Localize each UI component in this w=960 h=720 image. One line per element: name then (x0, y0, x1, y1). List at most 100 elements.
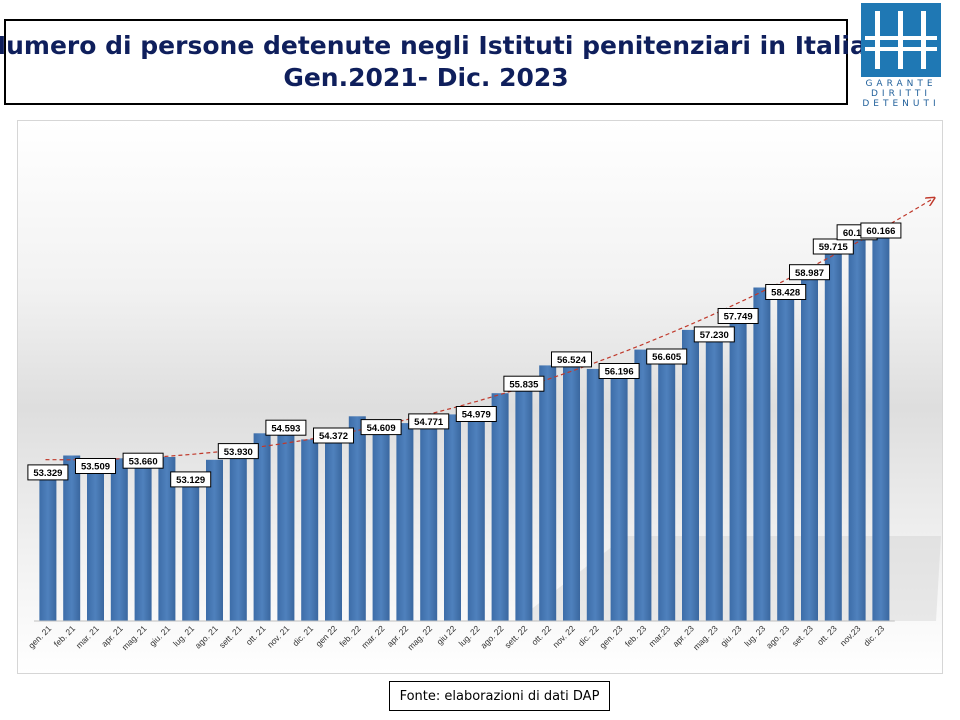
chart-subtitle: Gen.2021- Dic. 2023 (283, 63, 569, 92)
x-tick-label: ott. 23 (815, 623, 839, 647)
bar (420, 416, 438, 621)
x-tick-label: giu. 23 (718, 623, 743, 648)
data-label: 53.930 (217, 443, 259, 460)
x-tick-label: nov. 21 (265, 623, 292, 650)
bar (634, 349, 652, 621)
bar (801, 267, 818, 621)
x-tick-label: ott. 22 (529, 623, 553, 647)
x-tick-label: sett. 22 (503, 623, 530, 650)
bar (182, 474, 200, 621)
chart-area: 53.329 53.509 53.660 53.129 53.930 54.593 54.3… (17, 120, 943, 674)
bar (467, 409, 485, 621)
logo-text-line2: DIRITTI (871, 89, 931, 99)
x-tick-label: dic. 21 (290, 623, 315, 648)
logo-mark-icon (861, 3, 941, 77)
data-label: 56.524 (551, 351, 592, 368)
x-tick-label: lug. 22 (457, 623, 482, 648)
svg-text:58.987: 58.987 (795, 268, 824, 279)
svg-text:57.749: 57.749 (724, 312, 753, 323)
garante-logo: GARANTE DIRITTI DETENUTI (861, 3, 941, 109)
data-label: 53.329 (27, 464, 69, 481)
data-label: 54.979 (455, 406, 497, 422)
x-tick-label: mar. 22 (359, 623, 386, 650)
bar (325, 431, 342, 621)
svg-text:54.979: 54.979 (462, 410, 491, 421)
svg-text:53.930: 53.930 (224, 447, 253, 458)
x-tick-label: feb. 21 (52, 623, 78, 649)
x-tick-label: mag. 23 (691, 623, 720, 652)
data-label: 58.987 (789, 264, 830, 281)
bar (63, 455, 81, 621)
bar (705, 329, 723, 621)
bar-chart: 53.329 53.509 53.660 53.129 53.930 54.593 54.3… (26, 121, 941, 652)
x-tick-label: ago. 21 (193, 623, 220, 650)
bar (229, 446, 247, 621)
source-note: Fonte: elaborazioni di dati DAP (389, 681, 610, 711)
bar (753, 287, 771, 621)
bar (777, 287, 795, 621)
bar (729, 311, 747, 621)
x-tick-label: ago. 23 (764, 623, 791, 650)
data-label: 55.835 (503, 375, 545, 392)
data-label: 53.509 (75, 458, 116, 474)
bar (396, 423, 414, 621)
x-tick-label: set. 23 (790, 623, 815, 648)
bar (515, 379, 533, 621)
bar (372, 422, 390, 621)
x-tick-label: feb. 23 (623, 623, 649, 649)
data-label: 54.372 (313, 427, 354, 444)
bar (39, 467, 57, 621)
bar (206, 459, 223, 621)
x-tick-label: gen 22 (313, 623, 339, 649)
x-tick-label: gen. 21 (26, 623, 53, 650)
svg-text:56.196: 56.196 (605, 367, 634, 378)
x-tick-label: mag. 22 (405, 623, 434, 652)
data-label: 60.166 (860, 222, 902, 239)
bar (444, 414, 461, 621)
bar (872, 226, 890, 621)
svg-text:60.166: 60.166 (866, 226, 895, 237)
svg-text:54.609: 54.609 (367, 423, 396, 434)
title-box: Numero di persone detenute negli Istitut… (0, 19, 867, 105)
svg-text:54.593: 54.593 (271, 423, 300, 434)
svg-text:57.230: 57.230 (700, 330, 729, 341)
bar (491, 393, 509, 621)
x-tick-label: lug. 21 (171, 623, 196, 648)
x-tick-label: giu 22 (434, 623, 458, 647)
x-tick-label: feb. 22 (337, 623, 363, 649)
bar (348, 416, 366, 621)
data-label: 57.230 (693, 326, 735, 343)
x-tick-label: mar. 21 (74, 623, 101, 650)
data-label: 54.593 (265, 419, 307, 436)
x-tick-label: giu. 21 (147, 623, 172, 648)
x-tick-label: nov.23 (838, 623, 863, 648)
svg-text:56.524: 56.524 (557, 355, 587, 366)
bar (658, 352, 676, 621)
bar (158, 457, 176, 621)
logo-text-line3: DETENUTI (862, 99, 940, 109)
data-label: 58.428 (765, 284, 807, 300)
bar (134, 456, 152, 621)
bar (848, 227, 866, 622)
bar (682, 329, 699, 621)
svg-text:53.660: 53.660 (129, 456, 158, 467)
x-tick-label: gen. 23 (597, 623, 624, 650)
svg-text:56.605: 56.605 (652, 352, 682, 363)
chart-title: Numero di persone detenute negli Istitut… (0, 31, 867, 60)
svg-text:53.509: 53.509 (81, 462, 110, 473)
bar (87, 461, 104, 621)
x-tick-label: mar.23 (647, 623, 673, 649)
x-tick-label: dic. 23 (862, 623, 887, 648)
svg-text:58.428: 58.428 (771, 288, 800, 299)
svg-text:55.835: 55.835 (509, 379, 539, 390)
x-tick-label: mag. 21 (120, 623, 149, 652)
data-label: 54.771 (408, 413, 450, 430)
data-label: 53.129 (170, 471, 212, 488)
svg-text:53.329: 53.329 (33, 468, 62, 479)
bar (610, 366, 628, 621)
data-label: 59.715 (812, 238, 854, 255)
svg-text:59.715: 59.715 (819, 242, 849, 253)
data-label: 54.609 (360, 419, 402, 436)
svg-text:54.771: 54.771 (414, 417, 444, 428)
svg-text:54.372: 54.372 (319, 431, 348, 442)
